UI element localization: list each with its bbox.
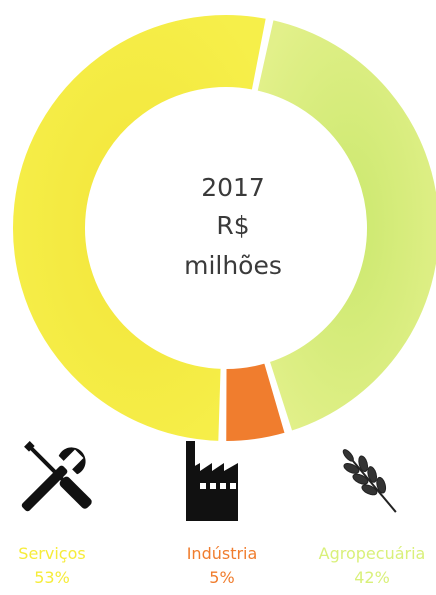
category-name-agropecuaria: Agropecuária <box>319 544 426 563</box>
category-label-industria: Indústria 5% <box>187 544 258 587</box>
center-label: 2017 R$ milhões <box>184 173 282 280</box>
category-label-servicos: Serviços 53% <box>18 544 85 587</box>
factory-icon <box>186 441 238 521</box>
category-value-industria: 5% <box>209 568 234 587</box>
center-label-unit: milhões <box>184 251 282 280</box>
center-label-currency: R$ <box>216 211 249 240</box>
category-label-agropecuaria: Agropecuária 42% <box>319 544 426 587</box>
category-name-industria: Indústria <box>187 544 258 563</box>
slice-servicos <box>10 13 269 443</box>
slice-industria <box>224 361 287 443</box>
wheat-icon <box>342 449 397 513</box>
slice-agropecuaria <box>255 17 436 434</box>
category-value-agropecuaria: 42% <box>354 568 390 587</box>
donut-slices <box>10 13 436 443</box>
category-name-servicos: Serviços <box>18 544 85 563</box>
center-label-year: 2017 <box>201 173 265 202</box>
wrench-screwdriver-icon <box>21 441 92 512</box>
category-value-servicos: 53% <box>34 568 70 587</box>
